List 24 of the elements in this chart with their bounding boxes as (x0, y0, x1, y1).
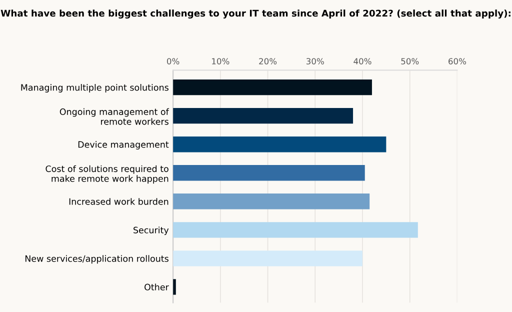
y-tick-label: Increased work burden (69, 198, 168, 205)
y-tick-label: Ongoing management of remote workers (60, 108, 170, 125)
bar (173, 108, 354, 124)
chart-title: What have been the biggest challenges to your IT team since April of 2022? (select all that apply): (0, 10, 510, 19)
bar (173, 165, 365, 181)
y-tick-label: Device management (78, 141, 169, 150)
bar (173, 279, 176, 295)
x-tick-label: 40% (354, 58, 372, 64)
bar (173, 250, 362, 266)
y-tick-label: Cost of solutions required to make remote work happen (46, 165, 168, 184)
x-tick-label: 30% (306, 58, 324, 64)
bar (173, 222, 418, 238)
x-tick-label: 10% (212, 58, 230, 64)
bar (173, 194, 370, 210)
x-tick-label: 0% (166, 58, 180, 64)
y-tick-label: Security (134, 226, 169, 236)
x-tick-label: 50% (401, 58, 419, 64)
x-tick-label: 60% (448, 58, 466, 64)
y-tick-label: Other (144, 284, 169, 290)
bar (173, 79, 372, 96)
x-tick-label: 20% (259, 58, 277, 64)
y-tick-label: Managing multiple point solutions (21, 84, 168, 92)
y-tick-label: New services/application rollouts (25, 255, 168, 264)
bar (173, 136, 386, 152)
